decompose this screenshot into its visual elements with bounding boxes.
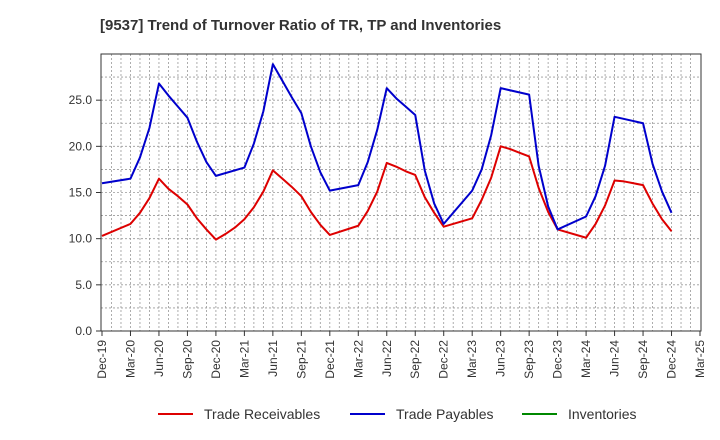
y-tick-label: 10.0 xyxy=(69,232,93,246)
legend-item-inventories: Inventories xyxy=(522,406,636,422)
legend-item-trade-receivables: Trade Receivables xyxy=(158,406,320,422)
x-tick-label: Mar-21 xyxy=(237,340,251,378)
x-tick-label: Dec-22 xyxy=(437,340,451,379)
y-tick-label: 0.0 xyxy=(75,324,92,338)
x-tick-label: Dec-21 xyxy=(323,340,337,379)
x-tick-label: Mar-25 xyxy=(693,340,707,378)
legend-label-trade-payables: Trade Payables xyxy=(396,406,494,422)
x-tick-label: Sep-21 xyxy=(294,340,308,379)
y-axis: 0.0 5.0 10.0 15.0 20.0 25.0 xyxy=(69,93,101,338)
x-tick-label: Sep-20 xyxy=(180,340,194,379)
x-tick-label: Dec-24 xyxy=(665,340,679,379)
y-tick-label: 15.0 xyxy=(69,186,93,200)
x-tick-label: Mar-22 xyxy=(351,340,365,378)
x-tick-label: Dec-19 xyxy=(95,340,109,379)
legend-label-trade-receivables: Trade Receivables xyxy=(204,406,320,422)
series-lines xyxy=(101,63,673,241)
x-tick-label: Mar-20 xyxy=(123,340,137,378)
legend-item-trade-payables: Trade Payables xyxy=(350,406,494,422)
series-line-trade-receivables xyxy=(101,145,673,241)
x-tick-label: Sep-22 xyxy=(408,340,422,379)
x-tick-label: Jun-24 xyxy=(608,340,622,377)
series-line-trade-payables xyxy=(101,63,673,231)
x-tick-label: Mar-23 xyxy=(465,340,479,378)
x-tick-label: Jun-23 xyxy=(494,340,508,377)
x-tick-label: Jun-21 xyxy=(266,340,280,377)
x-tick-label: Mar-24 xyxy=(579,340,593,378)
legend-label-inventories: Inventories xyxy=(568,406,636,422)
x-tick-label: Dec-20 xyxy=(209,340,223,379)
y-tick-label: 25.0 xyxy=(69,93,93,107)
x-tick-label: Sep-23 xyxy=(522,340,536,379)
plot-frame xyxy=(100,53,702,332)
legend: Trade Receivables Trade Payables Invento… xyxy=(158,406,636,422)
x-tick-label: Jun-22 xyxy=(380,340,394,377)
x-axis: Dec-19 Mar-20 Jun-20 Sep-20 Dec-20 Mar-21 Jun-… xyxy=(95,331,707,379)
chart-title: [9537] Trend of Turnover Ratio of TR, TP… xyxy=(100,17,501,34)
grid-lines xyxy=(101,54,701,331)
x-tick-label: Sep-24 xyxy=(636,340,650,379)
x-tick-label: Dec-23 xyxy=(551,340,565,379)
y-tick-label: 5.0 xyxy=(75,278,92,292)
y-tick-label: 20.0 xyxy=(69,139,93,153)
x-tick-label: Jun-20 xyxy=(152,340,166,377)
